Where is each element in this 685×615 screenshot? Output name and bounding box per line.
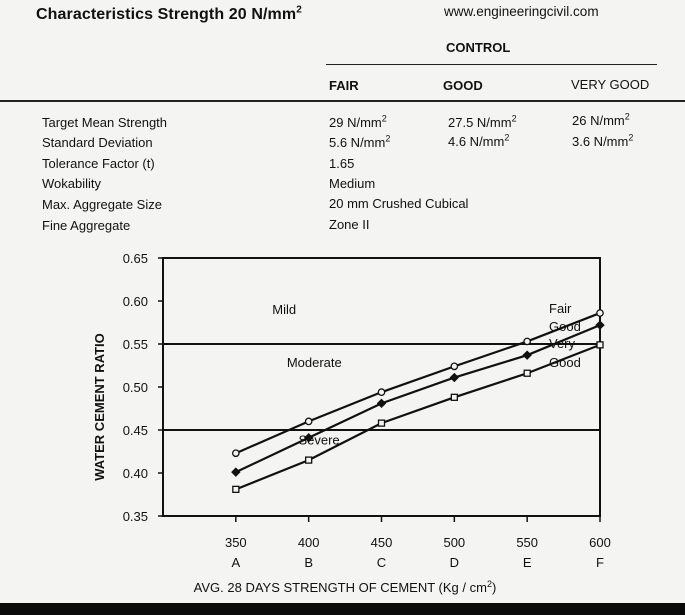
point-very-good-2 bbox=[377, 419, 386, 427]
legend-entry-2: Very bbox=[549, 336, 576, 351]
cell-tolerance-factor: 1.65 bbox=[329, 156, 355, 171]
x-tick-letter-0: A bbox=[231, 555, 240, 570]
y-tick-label-4: 0.45 bbox=[123, 423, 148, 438]
cell-max-aggregate-size: 20 mm Crushed Cubical bbox=[329, 196, 469, 211]
point-very-good-0 bbox=[232, 485, 240, 493]
control-header: CONTROL bbox=[446, 40, 511, 55]
x-tick-label-5: 600 bbox=[589, 535, 611, 550]
point-fair-4 bbox=[523, 337, 532, 346]
point-good-4 bbox=[522, 350, 532, 360]
point-fair-1 bbox=[304, 417, 313, 426]
cell-tms-very-good: 26 N/mm2 bbox=[572, 111, 630, 128]
row-label-tolerance-factor: Tolerance Factor (t) bbox=[42, 156, 155, 171]
x-tick-letter-2: C bbox=[377, 555, 386, 570]
y-tick-label-3: 0.50 bbox=[123, 380, 148, 395]
x-axis-label: AVG. 28 DAYS STRENGTH OF CEMENT (Kg / cm… bbox=[194, 579, 497, 595]
website-label: www.engineeringcivil.com bbox=[444, 4, 599, 19]
x-tick-label-1: 400 bbox=[298, 535, 320, 550]
x-tick-letter-3: D bbox=[450, 555, 459, 570]
y-tick-label-0: 0.65 bbox=[123, 251, 148, 266]
header-divider bbox=[0, 100, 685, 102]
series-line-very-good bbox=[235, 343, 601, 491]
region-label-moderate: Moderate bbox=[287, 355, 342, 370]
y-axis-label: WATER CEMENT RATIO bbox=[92, 333, 107, 481]
x-tick-label-0: 350 bbox=[225, 535, 247, 550]
cell-fine-aggregate: Zone II bbox=[329, 217, 370, 232]
page-title: Characteristics Strength 20 N/mm2 bbox=[36, 4, 302, 23]
x-tick-letter-1: B bbox=[304, 555, 313, 570]
point-good-5 bbox=[595, 320, 605, 330]
row-label-max-aggregate-size: Max. Aggregate Size bbox=[42, 197, 162, 212]
control-divider bbox=[326, 64, 657, 65]
row-label-fine-aggregate: Fine Aggregate bbox=[42, 218, 131, 233]
point-very-good-4 bbox=[523, 369, 531, 377]
plot-frame bbox=[162, 257, 601, 517]
row-label-target-mean-strength: Target Mean Strength bbox=[42, 115, 168, 130]
cell-sd-good: 4.6 N/mm2 bbox=[448, 132, 510, 149]
x-tick-letter-5: F bbox=[596, 555, 604, 570]
y-tick-label-2: 0.55 bbox=[123, 337, 148, 352]
point-good-0 bbox=[231, 467, 241, 477]
point-very-good-5 bbox=[596, 341, 604, 349]
column-header-fair: FAIR bbox=[329, 78, 359, 93]
x-tick-label-4: 550 bbox=[516, 535, 538, 550]
point-good-2 bbox=[376, 398, 387, 409]
row-label-standard-deviation: Standard Deviation bbox=[42, 135, 153, 150]
series-line-good bbox=[235, 324, 601, 474]
point-fair-3 bbox=[450, 362, 459, 371]
bottom-edge-bar bbox=[0, 603, 685, 615]
y-tick-label-6: 0.35 bbox=[123, 509, 148, 524]
y-tick-label-5: 0.40 bbox=[123, 466, 148, 481]
cell-tms-good: 27.5 N/mm2 bbox=[448, 113, 517, 130]
point-fair-0 bbox=[231, 449, 240, 458]
cell-workability: Medium bbox=[329, 176, 376, 191]
legend-entry-0: Fair bbox=[549, 301, 572, 316]
cell-tms-fair: 29 N/mm2 bbox=[329, 113, 387, 130]
series-line-fair bbox=[235, 312, 601, 455]
cell-sd-fair: 5.6 N/mm2 bbox=[329, 133, 391, 150]
row-label-workability: Wokability bbox=[42, 176, 102, 191]
cell-sd-very-good: 3.6 N/mm2 bbox=[572, 132, 634, 149]
point-good-3 bbox=[449, 372, 460, 383]
column-header-very-good: VERY GOOD bbox=[571, 77, 650, 92]
point-fair-5 bbox=[596, 309, 604, 317]
point-very-good-3 bbox=[450, 393, 458, 401]
x-tick-label-2: 450 bbox=[371, 535, 393, 550]
x-tick-letter-4: E bbox=[523, 555, 532, 570]
region-label-mild: Mild bbox=[272, 302, 296, 317]
y-tick-label-1: 0.60 bbox=[123, 294, 148, 309]
point-good-1 bbox=[303, 433, 314, 443]
legend-entry-3: Good bbox=[549, 355, 581, 370]
point-very-good-1 bbox=[305, 456, 313, 464]
column-header-good: GOOD bbox=[443, 78, 483, 93]
x-tick-label-3: 500 bbox=[443, 535, 465, 550]
point-fair-2 bbox=[377, 388, 386, 397]
legend-entry-1: Good bbox=[549, 319, 581, 334]
